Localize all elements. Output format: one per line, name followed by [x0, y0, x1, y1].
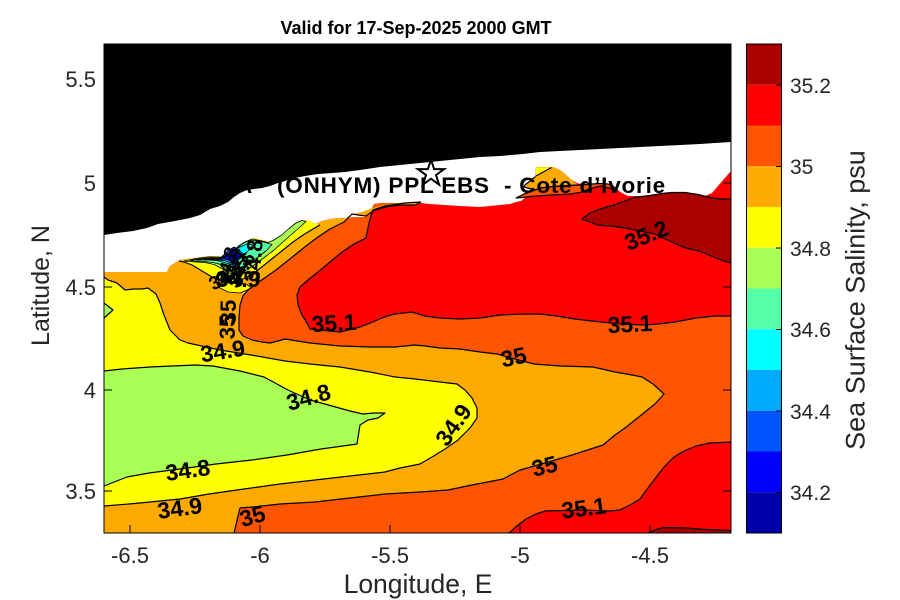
svg-text:-4.5: -4.5 [631, 543, 669, 568]
svg-text:35: 35 [498, 342, 529, 373]
svg-text:34.8: 34.8 [164, 454, 212, 486]
svg-text:3.5: 3.5 [65, 479, 96, 504]
svg-text:34.4: 34.4 [790, 401, 831, 424]
svg-text:34.8: 34.8 [239, 238, 268, 283]
svg-text:(ONHYM) PPL EBS - Cote d’Ivor: (ONHYM) PPL EBS - Cote d’Ivorie [277, 173, 666, 198]
svg-text:35.1: 35.1 [311, 309, 357, 337]
svg-text:Valid for 17-Sep-2025 2000 GMT: Valid for 17-Sep-2025 2000 GMT [280, 18, 551, 38]
svg-text:5.5: 5.5 [65, 67, 96, 92]
svg-text:34.9: 34.9 [216, 266, 261, 292]
svg-text:35.1: 35.1 [607, 310, 653, 338]
svg-text:Longitude, E: Longitude, E [344, 569, 493, 599]
svg-text:A: A [236, 173, 252, 198]
svg-text:Sea Surface Salinity, psu: Sea Surface Salinity, psu [841, 150, 871, 450]
svg-text:Latitude, N: Latitude, N [27, 225, 55, 346]
svg-text:35.2: 35.2 [790, 75, 831, 98]
svg-text:34.2: 34.2 [790, 482, 831, 505]
svg-text:34.6: 34.6 [790, 319, 831, 342]
svg-text:-6: -6 [250, 543, 270, 568]
svg-text:34.8: 34.8 [790, 238, 831, 261]
svg-text:35.1: 35.1 [560, 492, 608, 523]
svg-text:4.5: 4.5 [65, 275, 96, 300]
svg-text:5: 5 [84, 171, 96, 196]
svg-text:35: 35 [216, 300, 241, 324]
svg-text:35: 35 [215, 315, 240, 339]
svg-text:4: 4 [84, 378, 96, 403]
svg-text:-5.5: -5.5 [371, 543, 409, 568]
svg-text:35: 35 [529, 450, 560, 481]
svg-text:35: 35 [790, 156, 813, 179]
svg-text:34.9: 34.9 [156, 492, 204, 524]
svg-text:-6.5: -6.5 [111, 543, 149, 568]
svg-text:-5: -5 [510, 543, 530, 568]
